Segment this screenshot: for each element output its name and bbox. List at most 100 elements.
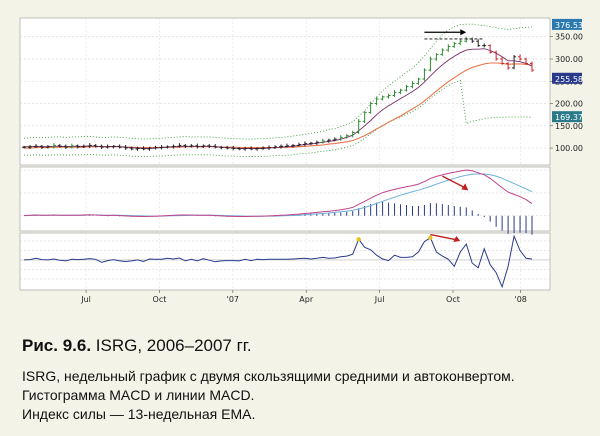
price-bar bbox=[326, 138, 331, 143]
force-index-panel bbox=[20, 234, 550, 289]
price-bar bbox=[398, 88, 403, 95]
lower-envelope-badge: 169.37 bbox=[555, 113, 583, 122]
price-bar bbox=[177, 143, 182, 148]
price-bar bbox=[243, 146, 248, 151]
price-bar bbox=[141, 146, 146, 151]
price-bar bbox=[524, 57, 529, 65]
macd-divergence-arrow-shaft bbox=[442, 175, 467, 189]
x-tick-label: Oct bbox=[153, 295, 167, 304]
y-tick-label: 300.00 bbox=[555, 55, 583, 64]
price-bar bbox=[308, 141, 313, 145]
price-bar bbox=[410, 81, 415, 89]
x-tick-label: Jul bbox=[80, 295, 91, 304]
price-bar bbox=[452, 42, 457, 48]
macd-divergence-arrow-head bbox=[461, 183, 469, 191]
price-bar bbox=[506, 62, 511, 70]
price-bar bbox=[500, 56, 505, 65]
macd-panel bbox=[23, 169, 533, 235]
x-tick-label: Apr bbox=[299, 295, 314, 304]
price-bar bbox=[207, 144, 212, 149]
price-bar bbox=[494, 50, 499, 61]
price-bar bbox=[482, 43, 487, 48]
price-bar bbox=[249, 146, 254, 151]
x-tick-label: '08 bbox=[515, 295, 527, 304]
price-bar bbox=[386, 93, 391, 99]
price-bar bbox=[350, 130, 355, 138]
macd-panel-frame bbox=[19, 166, 551, 232]
y-tick-label: 200.00 bbox=[555, 100, 583, 109]
price-bar bbox=[201, 144, 206, 149]
x-tick-label: Jul bbox=[374, 295, 385, 304]
figure-label: Рис. 9.6. bbox=[22, 336, 92, 355]
force-peak-marker bbox=[356, 237, 361, 242]
price-bar bbox=[183, 144, 188, 149]
price-bar bbox=[135, 146, 140, 151]
figure-caption-title: Рис. 9.6. ISRG, 2006–2007 гг. bbox=[22, 336, 252, 356]
price-bar bbox=[45, 144, 50, 149]
price-bar bbox=[147, 146, 152, 151]
price-bar bbox=[195, 143, 200, 149]
autoenvelope bbox=[23, 23, 533, 157]
caption-line: ISRG, недельный график с двумя скользящи… bbox=[22, 368, 515, 384]
figure-title: ISRG, 2006–2007 гг. bbox=[95, 336, 252, 355]
price-bar bbox=[380, 95, 385, 101]
price-bar bbox=[117, 144, 122, 149]
lower-envelope-badge-bg bbox=[552, 111, 582, 123]
price-bar bbox=[356, 119, 361, 134]
price-bar bbox=[273, 145, 278, 149]
price-bar bbox=[22, 145, 26, 149]
y-tick-label: 350.00 bbox=[555, 33, 583, 42]
price-bar bbox=[446, 44, 451, 52]
price-bar bbox=[159, 144, 164, 150]
price-bar bbox=[171, 144, 176, 149]
price-bar bbox=[416, 77, 421, 85]
last-price-badge-bg bbox=[552, 72, 582, 84]
upper-envelope-badge-bg bbox=[552, 18, 582, 30]
price-bar bbox=[392, 90, 397, 97]
price-bar bbox=[284, 143, 289, 148]
price-bar bbox=[69, 143, 74, 149]
price-bar bbox=[530, 61, 534, 72]
price-bar bbox=[488, 44, 493, 54]
breakout-arrow-head bbox=[460, 29, 467, 36]
caption-line: Гистограмма MACD и линии MACD. bbox=[22, 387, 255, 403]
price-bar bbox=[99, 144, 104, 149]
force-divergence-arrow-head bbox=[453, 235, 461, 242]
annotations bbox=[424, 29, 485, 242]
price-bar bbox=[440, 48, 445, 56]
upper-envelope-line bbox=[23, 23, 533, 140]
price-bar bbox=[231, 145, 236, 151]
force-divergence-arrow-shaft bbox=[430, 233, 458, 241]
price-bar bbox=[123, 144, 128, 150]
price-bar bbox=[302, 141, 307, 147]
price-bar bbox=[153, 145, 158, 150]
price-bar bbox=[111, 144, 116, 149]
price-bar bbox=[267, 145, 272, 150]
price-bar bbox=[368, 101, 373, 114]
price-bars bbox=[22, 36, 534, 151]
price-bar bbox=[290, 144, 295, 148]
price-bar bbox=[129, 146, 134, 151]
chart-canvas: 350.00300.00250.00200.00150.00100.00376.… bbox=[19, 17, 583, 304]
price-bar bbox=[512, 54, 517, 70]
price-bar bbox=[105, 144, 110, 149]
price-bar bbox=[344, 134, 349, 139]
force-peak-marker bbox=[428, 235, 433, 240]
price-bar bbox=[63, 144, 68, 149]
force-index-panel-frame bbox=[19, 232, 551, 291]
lower-envelope-line bbox=[24, 79, 533, 157]
price-bar bbox=[278, 144, 283, 149]
price-bar bbox=[458, 39, 463, 46]
price-bar bbox=[422, 68, 427, 81]
price-panel-frame bbox=[19, 17, 551, 166]
last-price-badge: 255.58 bbox=[555, 75, 583, 84]
x-tick-label: '07 bbox=[227, 295, 239, 304]
macd-line bbox=[23, 169, 533, 218]
price-bar bbox=[374, 96, 379, 106]
price-bar bbox=[33, 144, 38, 149]
x-tick-label: Oct bbox=[446, 295, 460, 304]
price-bar bbox=[296, 142, 301, 147]
price-bar bbox=[434, 53, 439, 61]
caption-line: Индекс силы — 13-недельная EMA. bbox=[22, 406, 256, 422]
